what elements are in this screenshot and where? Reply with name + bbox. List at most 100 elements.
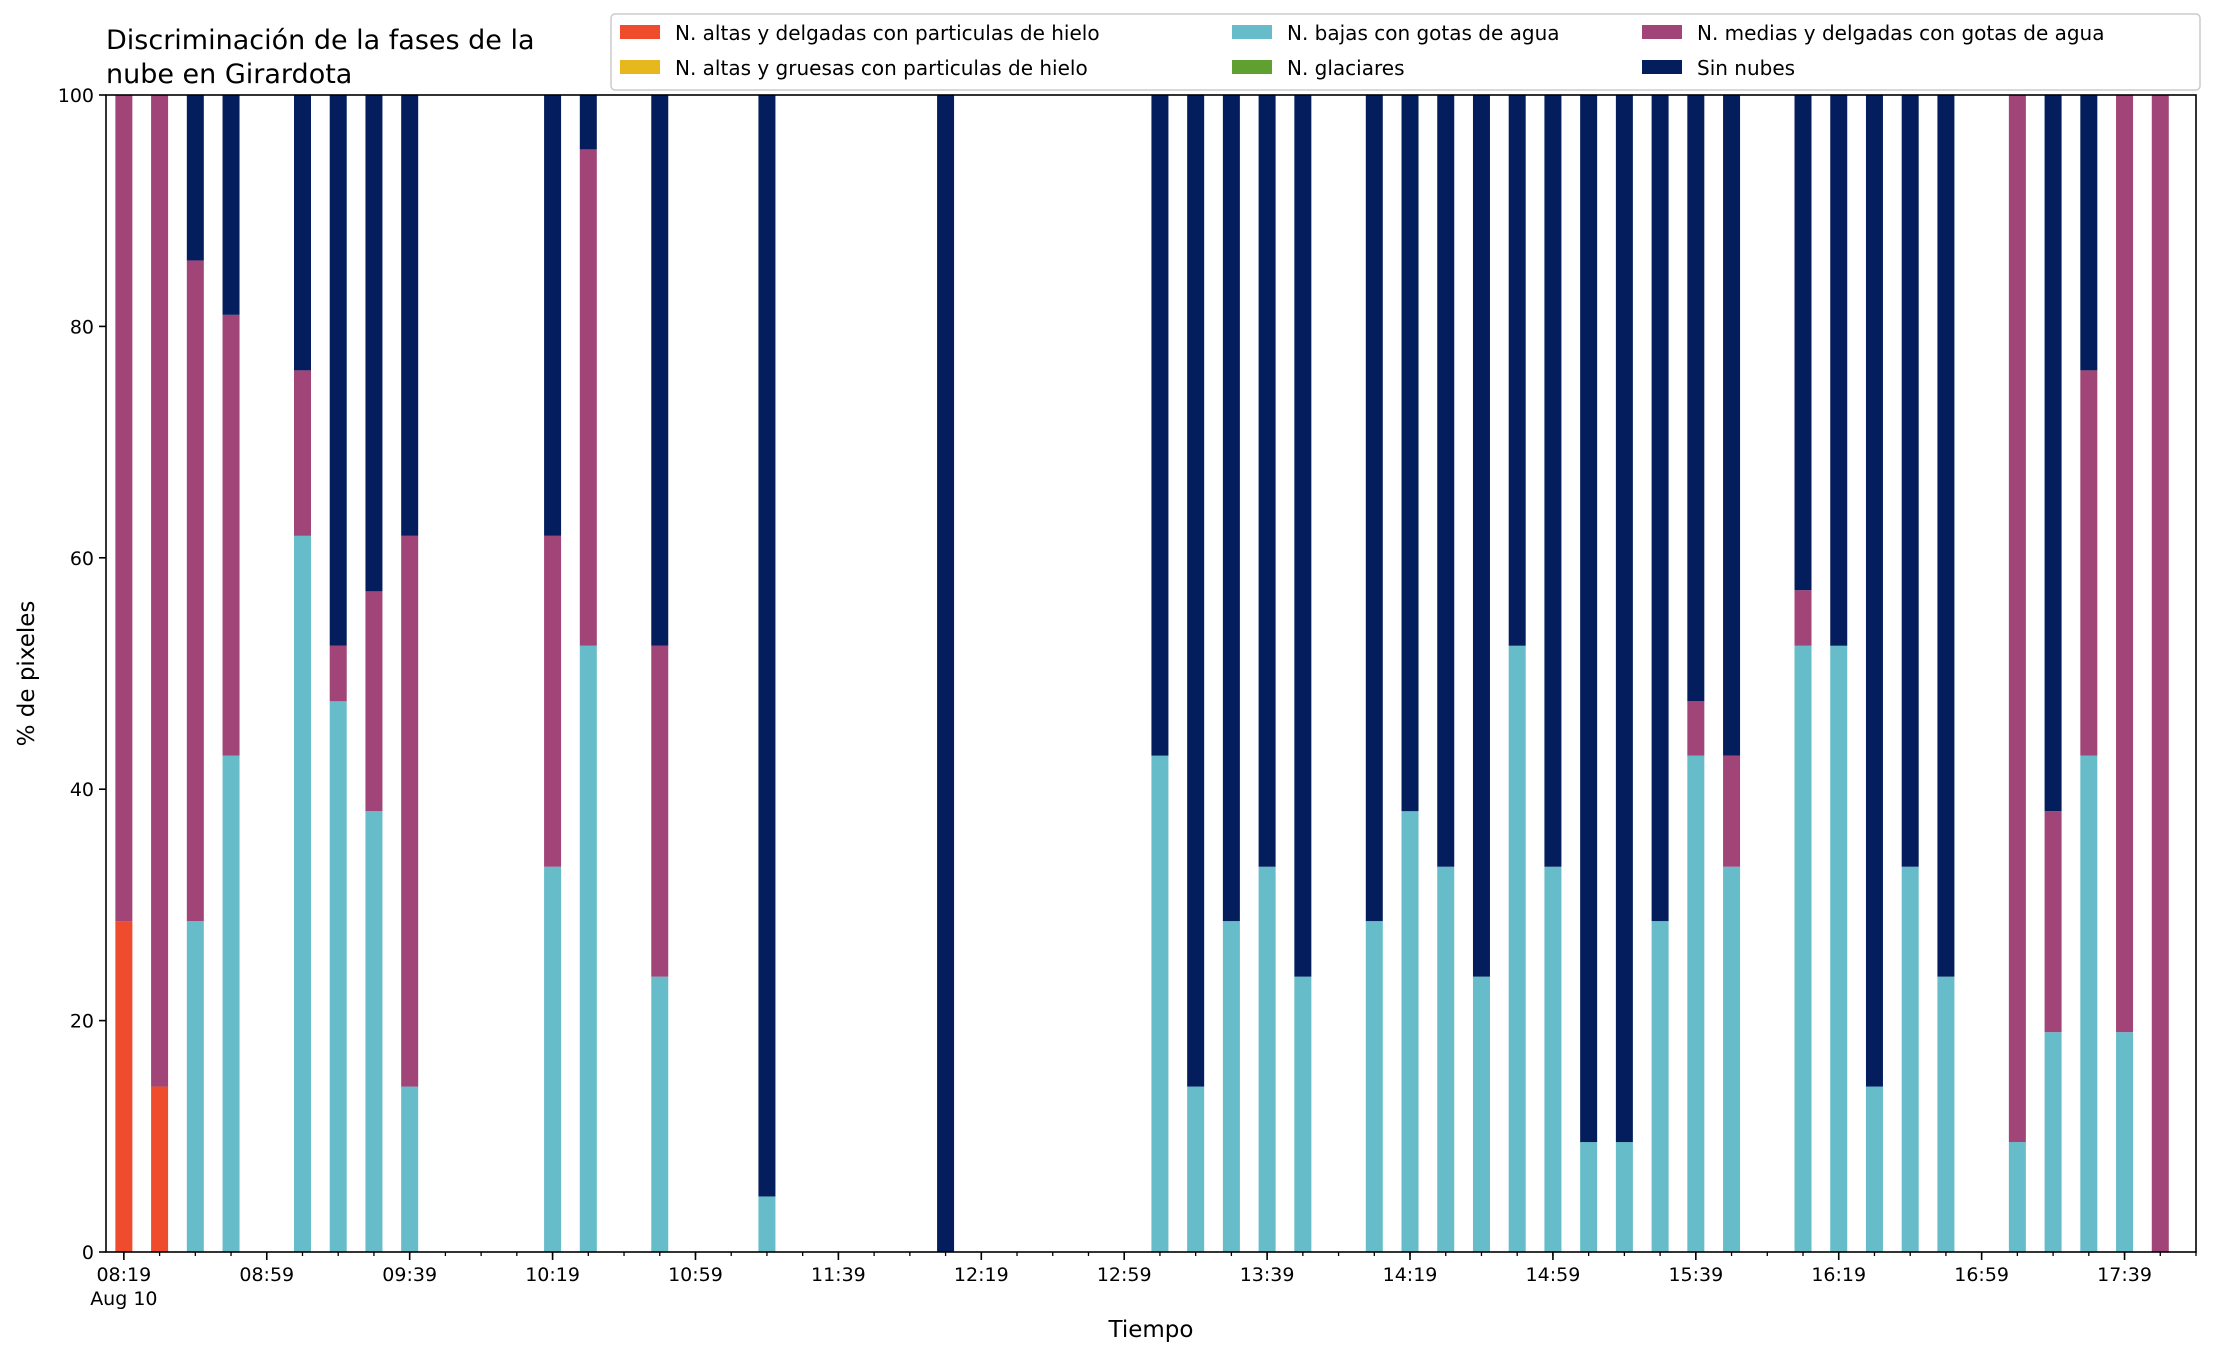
- bar-stack: [1187, 95, 1205, 1252]
- bar-segment: [1794, 95, 1812, 591]
- bar-segment: [544, 95, 562, 536]
- x-tick-sublabel: Aug 10: [90, 1288, 157, 1310]
- bar-segment: [329, 645, 347, 702]
- bar-segment: [1187, 1086, 1205, 1252]
- bar-segment: [544, 535, 562, 867]
- bar-segment: [2116, 1032, 2134, 1252]
- y-tick-label: 80: [70, 316, 94, 338]
- bar-stack: [1258, 95, 1276, 1252]
- bar-stack: [1937, 95, 1955, 1252]
- bar-stack: [329, 95, 347, 1252]
- bar-stack: [1687, 95, 1705, 1252]
- bar-stack: [937, 95, 955, 1252]
- bar-segment: [365, 591, 383, 812]
- bar-segment: [1365, 921, 1383, 1252]
- x-tick-label: 10:59: [668, 1264, 723, 1286]
- bar-segment: [1615, 95, 1633, 1143]
- bar-segment: [1401, 95, 1419, 812]
- bar-segment: [1508, 645, 1526, 1252]
- bar-segment: [651, 95, 669, 646]
- bar-segment: [151, 1086, 169, 1252]
- y-tick-label: 60: [70, 548, 94, 570]
- legend-entry: Sin nubes: [1642, 56, 1795, 80]
- bar-stack: [1615, 95, 1633, 1252]
- bar-segment: [222, 95, 240, 315]
- bar-stack: [222, 95, 240, 1252]
- bar-segment: [1365, 95, 1383, 922]
- x-tick-label: 12:59: [1097, 1264, 1152, 1286]
- bar-segment: [1580, 95, 1598, 1143]
- bar-segment: [544, 866, 562, 1252]
- bar-segment: [1187, 95, 1205, 1087]
- bar-segment: [1544, 866, 1562, 1252]
- bar-segment: [651, 645, 669, 977]
- bar-segment: [2008, 95, 2026, 1143]
- bar-segment: [2044, 95, 2062, 812]
- bar-segment: [579, 149, 597, 646]
- bar-stack: [1294, 95, 1312, 1252]
- bar-segment: [1580, 1142, 1598, 1252]
- bar-segment: [1437, 95, 1455, 867]
- bar-stack: [2044, 95, 2062, 1252]
- x-tick-label: 10:19: [525, 1264, 580, 1286]
- bar-segment: [151, 95, 169, 1087]
- bar-stack: [1508, 95, 1526, 1252]
- bar-stack: [2080, 95, 2098, 1252]
- y-tick-label: 20: [70, 1011, 94, 1033]
- bar-segment: [758, 95, 776, 1197]
- bar-stack: [1723, 95, 1741, 1252]
- bar-segment: [401, 535, 419, 1087]
- bar-segment: [1151, 755, 1169, 1252]
- bar-segment: [1294, 976, 1312, 1252]
- chart-title: Discriminación de la fases de la nube en…: [106, 25, 535, 90]
- bar-stack: [651, 95, 669, 1252]
- bar-segment: [1615, 1142, 1633, 1252]
- bar-segment: [2151, 95, 2169, 1252]
- x-tick-label: 08:19: [96, 1264, 151, 1286]
- x-tick-label: 16:59: [1954, 1264, 2009, 1286]
- bar-segment: [2080, 370, 2098, 756]
- legend-label: N. medias y delgadas con gotas de agua: [1697, 21, 2105, 45]
- bar-segment: [2080, 755, 2098, 1252]
- bar-stack: [365, 95, 383, 1252]
- bar-segment: [1937, 95, 1955, 977]
- y-tick-label: 0: [82, 1242, 94, 1264]
- bar-segment: [1222, 921, 1240, 1252]
- bar-segment: [1544, 95, 1562, 867]
- bar-stack: [1865, 95, 1883, 1252]
- y-tick-label: 40: [70, 779, 94, 801]
- bar-segment: [651, 976, 669, 1252]
- x-tick-label: 17:39: [2097, 1264, 2152, 1286]
- bar-segment: [365, 811, 383, 1252]
- bar-segment: [1401, 811, 1419, 1252]
- legend-swatch: [1642, 60, 1682, 74]
- bar-segment: [1794, 645, 1812, 1252]
- legend-label: N. altas y gruesas con particulas de hie…: [675, 56, 1088, 80]
- legend-swatch: [620, 25, 660, 39]
- legend: N. altas y delgadas con particulas de hi…: [610, 13, 2201, 91]
- bar-segment: [1258, 95, 1276, 867]
- x-tick-label: 14:19: [1383, 1264, 1438, 1286]
- bar-segment: [2044, 1032, 2062, 1252]
- x-tick-label: 14:59: [1526, 1264, 1581, 1286]
- y-axis: 0 20 40 60 80 100: [58, 85, 106, 1264]
- bar-stack: [1544, 95, 1562, 1252]
- bar-segment: [222, 755, 240, 1252]
- bar-stack: [1580, 95, 1598, 1252]
- bar-stack: [1830, 95, 1848, 1252]
- legend-label: N. bajas con gotas de agua: [1287, 21, 1560, 45]
- bar-segment: [1472, 95, 1490, 977]
- bar-segment: [1723, 755, 1741, 867]
- legend-label: Sin nubes: [1697, 56, 1795, 80]
- bar-stack: [1651, 95, 1669, 1252]
- bar-segment: [186, 260, 204, 922]
- bar-segment: [115, 95, 133, 922]
- bar-segment: [1937, 976, 1955, 1252]
- bar-stack: [1794, 95, 1812, 1252]
- bar-segment: [1294, 95, 1312, 977]
- bar-segment: [1508, 95, 1526, 646]
- bar-stack: [579, 95, 597, 1252]
- bar-stack: [1365, 95, 1383, 1252]
- legend-entry: N. glaciares: [1232, 56, 1405, 80]
